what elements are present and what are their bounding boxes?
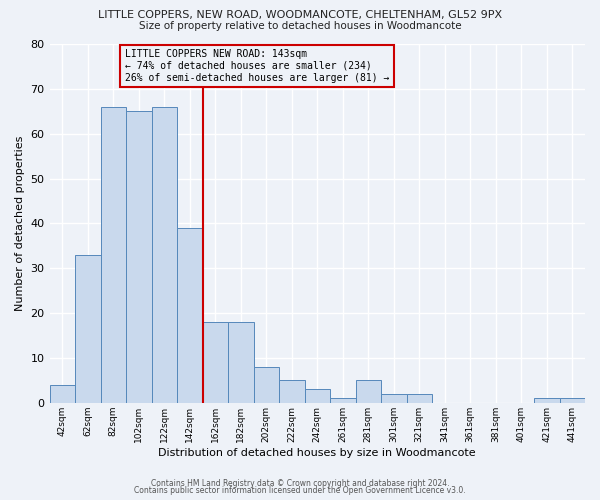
Bar	[228, 322, 254, 403]
Text: Contains HM Land Registry data © Crown copyright and database right 2024.: Contains HM Land Registry data © Crown c…	[151, 478, 449, 488]
Bar	[152, 107, 177, 403]
Bar	[534, 398, 560, 403]
Text: LITTLE COPPERS NEW ROAD: 143sqm
← 74% of detached houses are smaller (234)
26% o: LITTLE COPPERS NEW ROAD: 143sqm ← 74% of…	[125, 50, 389, 82]
Bar	[407, 394, 432, 403]
Bar	[254, 367, 279, 403]
Bar	[101, 107, 126, 403]
Bar	[305, 390, 330, 403]
Text: LITTLE COPPERS, NEW ROAD, WOODMANCOTE, CHELTENHAM, GL52 9PX: LITTLE COPPERS, NEW ROAD, WOODMANCOTE, C…	[98, 10, 502, 20]
Bar	[381, 394, 407, 403]
Bar	[50, 385, 75, 403]
Bar	[560, 398, 585, 403]
Bar	[279, 380, 305, 403]
Bar	[177, 228, 203, 403]
Bar	[75, 255, 101, 403]
Bar	[356, 380, 381, 403]
Text: Size of property relative to detached houses in Woodmancote: Size of property relative to detached ho…	[139, 21, 461, 31]
Y-axis label: Number of detached properties: Number of detached properties	[15, 136, 25, 311]
X-axis label: Distribution of detached houses by size in Woodmancote: Distribution of detached houses by size …	[158, 448, 476, 458]
Bar	[203, 322, 228, 403]
Bar	[126, 112, 152, 403]
Bar	[330, 398, 356, 403]
Text: Contains public sector information licensed under the Open Government Licence v3: Contains public sector information licen…	[134, 486, 466, 495]
